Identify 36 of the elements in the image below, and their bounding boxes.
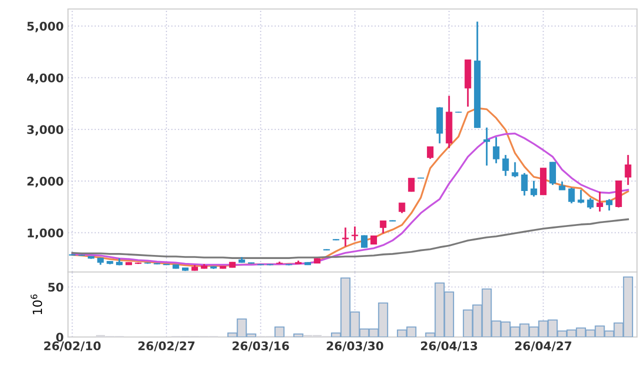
candlestick [68,253,76,256]
y-tick-label: 50 [48,282,64,292]
y-tick-label: 3,000 [27,125,64,136]
candlestick [125,261,132,266]
y-tick-label: 4,000 [27,73,64,84]
x-tick-label: 26/03/16 [232,341,289,352]
candlestick [304,261,312,266]
x-tick-label: 26/04/13 [421,341,478,352]
candlestick [408,177,415,192]
y-tick-label: 2,000 [27,176,64,188]
x-tick-label: 26/03/30 [326,341,384,352]
candlestick [154,262,160,266]
candlestick [266,263,274,266]
candlestick [418,176,424,180]
candlestick [286,263,292,266]
candlestick [220,265,226,270]
candlestick [134,262,142,265]
candlestick [257,263,264,266]
candlestick [314,257,320,264]
candlestick [163,263,170,266]
candlestick [389,219,396,222]
candlestick [88,255,94,260]
candlestick [361,234,368,249]
y-tick-label: 5,000 [27,22,64,32]
y-tick-label: 1,000 [28,228,64,239]
x-tick-label: 26/04/27 [515,341,572,352]
candlestick [332,238,340,242]
y-axis-title: 10$^{6}$ [30,294,42,314]
x-tick-label: 26/02/27 [138,341,194,352]
candlestick [370,235,377,244]
x-tick-label: 26/02/10 [44,341,101,352]
line-series [71,218,629,259]
candlestick [182,266,189,272]
y-tick-label: 0 [56,332,64,342]
candlestick [540,168,547,196]
candlestick [276,260,283,265]
